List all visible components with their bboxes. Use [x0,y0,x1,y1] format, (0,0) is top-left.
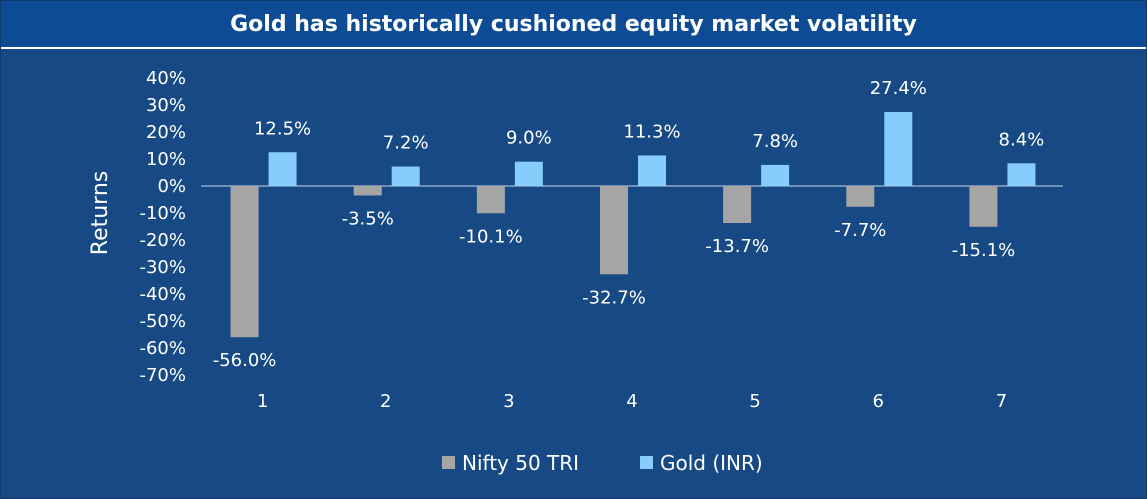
y-tick-label: -50% [139,311,186,332]
bar-gold [638,155,666,186]
y-tick-label: 10% [146,149,186,170]
x-tick-label: 1 [257,391,268,412]
y-tick-label: -40% [139,284,186,305]
data-label-nifty: -7.7% [834,220,886,241]
data-label-nifty: -10.1% [459,226,523,247]
y-tick-label: -70% [139,365,186,386]
bar-nifty [353,186,382,196]
x-tick-label: 5 [749,391,760,412]
data-label-nifty: -3.5% [342,208,394,229]
chart-title: Gold has historically cushioned equity m… [230,11,917,37]
data-label-nifty: -56.0% [213,350,277,371]
y-tick-label: 0% [157,176,186,197]
title-bar: Gold has historically cushioned equity m… [1,1,1146,49]
y-tick-label: 20% [146,122,186,143]
data-label-gold: 7.2% [383,133,429,154]
x-tick-label: 2 [380,391,391,412]
x-tick-label: 7 [996,391,1007,412]
legend-swatch-gold [640,456,653,469]
bar-nifty [476,186,505,214]
x-tick-label: 3 [503,391,514,412]
y-tick-label: -20% [139,230,186,251]
bar-gold [391,166,420,186]
data-label-nifty: -15.1% [952,240,1016,261]
data-label-gold: 8.4% [999,129,1045,150]
bar-nifty [846,186,875,207]
data-label-nifty: -13.7% [705,236,769,257]
bar-gold [884,112,913,186]
legend-label-gold: Gold (INR) [660,451,763,475]
data-label-gold: 12.5% [254,118,311,139]
data-label-nifty: -32.7% [582,287,646,308]
y-tick-label: -60% [139,338,186,359]
data-label-gold: 11.3% [623,121,680,142]
data-label-gold: 27.4% [870,78,927,99]
bar-nifty [230,186,259,338]
legend-label-nifty: Nifty 50 TRI [462,451,579,475]
x-tick-label: 6 [873,391,884,412]
bar-gold [761,164,790,186]
bar-gold [1007,163,1036,186]
legend-swatch-nifty [442,456,455,469]
bar-nifty [600,186,628,275]
data-label-gold: 9.0% [506,128,552,149]
bar-gold [268,152,297,186]
y-tick-label: 40% [146,68,186,89]
y-tick-label: -30% [139,257,186,278]
y-axis-title: Returns [88,171,113,255]
x-tick-label: 4 [626,391,637,412]
bar-nifty [969,186,998,227]
data-label-gold: 7.8% [752,131,798,152]
bar-nifty [723,186,752,223]
y-tick-label: 30% [146,95,186,116]
bar-gold [514,161,543,186]
y-tick-label: -10% [139,203,186,224]
